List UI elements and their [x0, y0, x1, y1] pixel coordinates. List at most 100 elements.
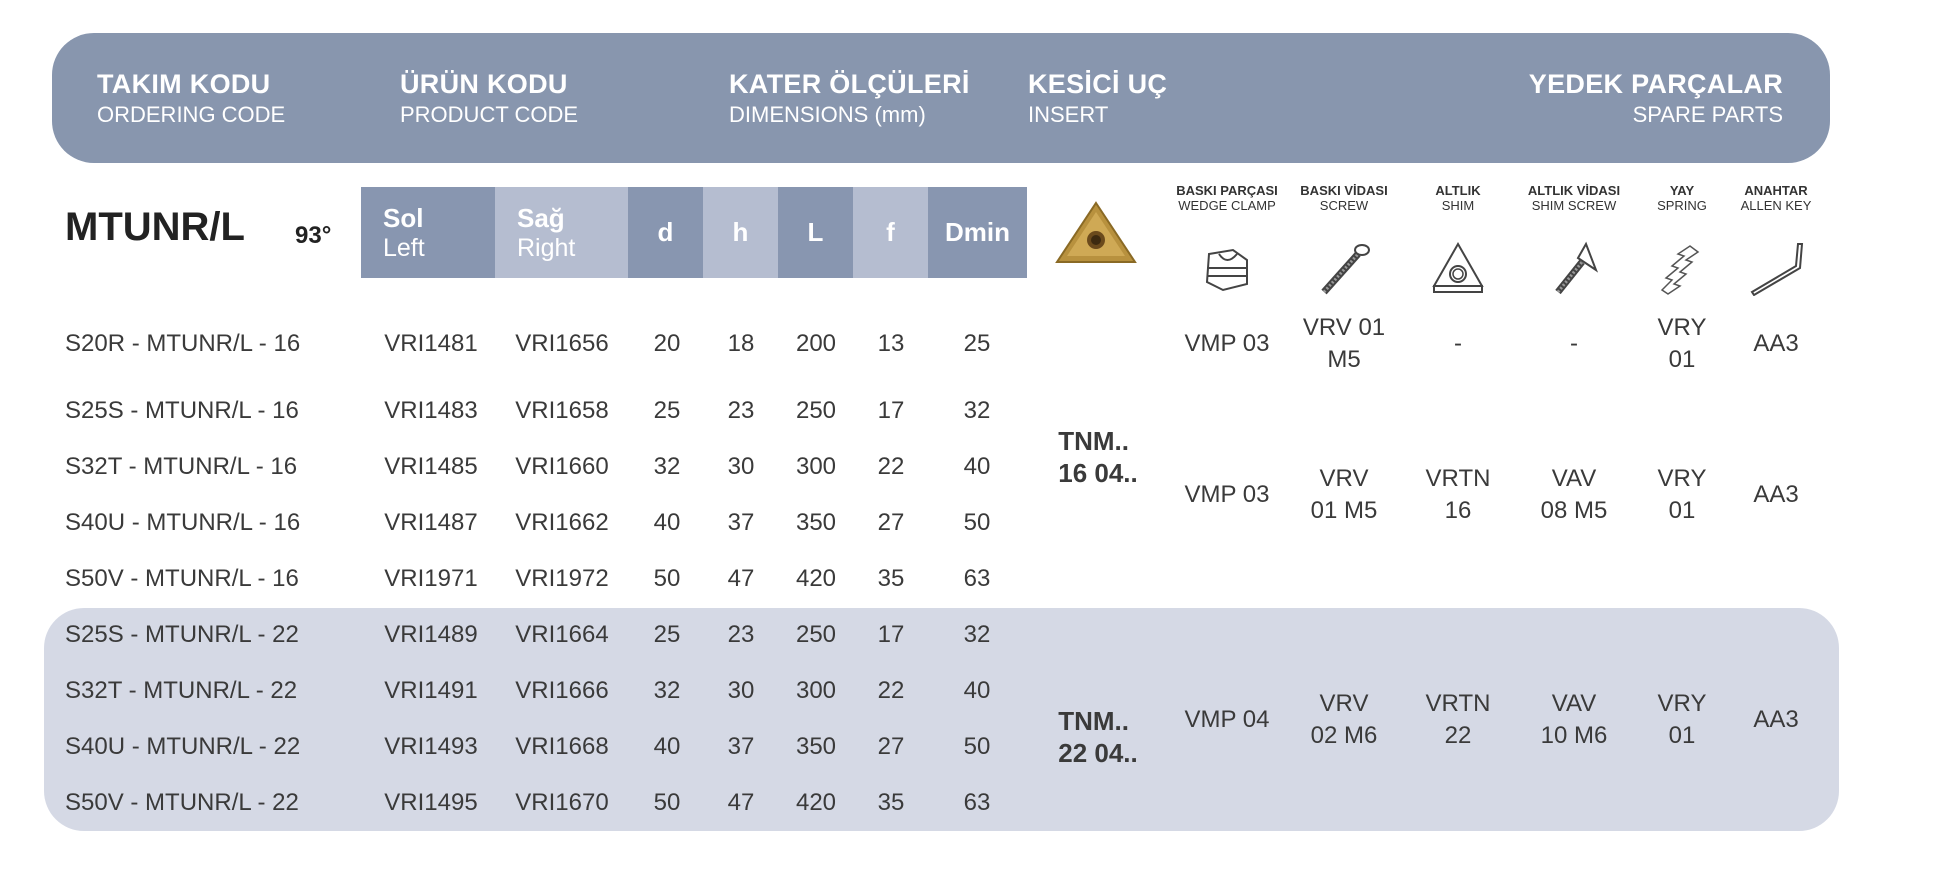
- spare-col-shim-screw: ALTLIK VİDASI SHIM SCREW: [1527, 183, 1621, 213]
- cell-left: VRI1481: [384, 330, 478, 357]
- cell-d: 40: [653, 733, 681, 760]
- cell-left: VRI1491: [384, 677, 478, 704]
- cell-right: VRI1660: [515, 453, 609, 480]
- insert-code: TNM.. 22 04..: [1058, 706, 1138, 768]
- table-row: S25S - MTUNR/L - 22 VRI1489 VRI1664 25 23 250…: [0, 615, 1944, 655]
- table-row: S32T - MTUNR/L - 22 VRI1491 VRI1666 32 30 300…: [0, 671, 1944, 711]
- cell-left: VRI1495: [384, 789, 478, 816]
- cell-dmin: 50: [963, 733, 991, 760]
- table-row: S32T - MTUNR/L - 16 VRI1485 VRI1660 32 30 300…: [0, 447, 1944, 487]
- cell-left: VRI1971: [384, 565, 478, 592]
- header-banner: TAKIM KODU ORDERING CODE ÜRÜN KODU PRODUCT…: [52, 33, 1830, 163]
- spare-col-shim: ALTLIK SHIM: [1435, 183, 1481, 213]
- cell-right: VRI1670: [515, 789, 609, 816]
- spare-clamp: VMP 03: [1184, 481, 1270, 508]
- cell-dmin: 63: [963, 565, 991, 592]
- cell-right: VRI1666: [515, 677, 609, 704]
- spare-shim-screw: -: [1570, 330, 1578, 357]
- spare-clamp: VMP 03: [1184, 330, 1270, 357]
- insert-image-icon: [1055, 201, 1137, 263]
- spare-col-screw: BASKI VİDASI SCREW: [1300, 183, 1388, 213]
- spare-col-wedge-clamp: BASKI PARÇASI WEDGE CLAMP: [1176, 183, 1278, 213]
- col-L: L: [778, 187, 853, 278]
- table-row: S20R - MTUNR/L - 16 VRI1481 VRI1656 20 18 200…: [0, 324, 1944, 364]
- col-f: f: [853, 187, 928, 278]
- cell-code: S50V - MTUNR/L - 16: [65, 565, 299, 592]
- group-22-band: [44, 608, 1839, 831]
- cell-L: 350: [795, 509, 837, 536]
- cell-h: 18: [727, 330, 755, 357]
- cell-code: S40U - MTUNR/L - 16: [65, 509, 301, 536]
- tool-angle: 93°: [295, 222, 332, 249]
- spare-key: AA3: [1753, 330, 1799, 357]
- ordering-code-header: TAKIM KODU ORDERING CODE: [97, 69, 286, 127]
- col-left: Sol Left: [361, 187, 495, 278]
- cell-code: S25S - MTUNR/L - 22: [65, 621, 299, 648]
- shim-screw-icon: [1555, 241, 1599, 295]
- cell-left: VRI1483: [384, 397, 478, 424]
- cell-L: 420: [795, 789, 837, 816]
- cell-right: VRI1664: [515, 621, 609, 648]
- wedge-clamp-icon: [1205, 248, 1248, 292]
- cell-code: S25S - MTUNR/L - 16: [65, 397, 299, 424]
- cell-L: 300: [795, 677, 837, 704]
- cell-h: 23: [727, 621, 755, 648]
- cell-d: 32: [653, 677, 681, 704]
- cell-dmin: 63: [963, 789, 991, 816]
- cell-d: 40: [653, 509, 681, 536]
- cell-d: 32: [653, 453, 681, 480]
- cell-L: 250: [795, 397, 837, 424]
- cell-L: 300: [795, 453, 837, 480]
- cell-f: 35: [877, 565, 905, 592]
- spare-spring: VRY 01: [1657, 465, 1707, 524]
- cell-code: S32T - MTUNR/L - 16: [65, 453, 298, 480]
- cell-h: 30: [727, 677, 755, 704]
- col-dmin: Dmin: [928, 187, 1027, 278]
- spare-shim-screw: VAV 08 M5: [1540, 465, 1608, 524]
- col-right: Sağ Right: [495, 187, 628, 278]
- spare-key: AA3: [1753, 481, 1799, 508]
- shim-icon: [1432, 241, 1484, 293]
- cell-d: 50: [653, 565, 681, 592]
- table-row: S40U - MTUNR/L - 22 VRI1493 VRI1668 40 37 350…: [0, 727, 1944, 767]
- cell-right: VRI1658: [515, 397, 609, 424]
- cell-left: VRI1489: [384, 621, 478, 648]
- spare-col-allen-key: ANAHTAR ALLEN KEY: [1740, 183, 1812, 213]
- insert-header: KESİCİ UÇ INSERT: [1028, 69, 1168, 127]
- cell-code: S50V - MTUNR/L - 22: [65, 789, 299, 816]
- cell-h: 47: [727, 565, 755, 592]
- spare-shim: VRTN 22: [1425, 690, 1491, 749]
- cell-L: 350: [795, 733, 837, 760]
- spare-spring: VRY 01: [1657, 690, 1707, 749]
- screw-icon: [1321, 244, 1370, 295]
- spare-screw: VRV 02 M6: [1310, 690, 1378, 749]
- spare-shim: VRTN 16: [1425, 465, 1491, 524]
- spare-screw: VRV 01 M5: [1302, 314, 1386, 373]
- cell-d: 25: [653, 621, 681, 648]
- cell-code: S40U - MTUNR/L - 22: [65, 733, 301, 760]
- spare-clamp: VMP 04: [1184, 706, 1270, 733]
- cell-f: 22: [877, 677, 905, 704]
- col-d: d: [628, 187, 703, 278]
- table-row: S50V - MTUNR/L - 16 VRI1971 VRI1972 50 47 420…: [0, 559, 1944, 599]
- table-row: S25S - MTUNR/L - 16 VRI1483 VRI1658 25 23 250…: [0, 391, 1944, 431]
- cell-dmin: 25: [963, 330, 991, 357]
- cell-right: VRI1668: [515, 733, 609, 760]
- cell-h: 37: [727, 733, 755, 760]
- cell-left: VRI1487: [384, 509, 478, 536]
- cell-right: VRI1972: [515, 565, 609, 592]
- cell-code: S20R - MTUNR/L - 16: [65, 330, 301, 357]
- cell-dmin: 40: [963, 677, 991, 704]
- cell-dmin: 32: [963, 397, 991, 424]
- cell-left: VRI1485: [384, 453, 478, 480]
- spare-shim-screw: VAV 10 M6: [1540, 690, 1608, 749]
- spare-shim: -: [1454, 330, 1462, 357]
- allen-key-icon: [1750, 243, 1804, 296]
- cell-dmin: 32: [963, 621, 991, 648]
- cell-f: 17: [877, 397, 905, 424]
- cell-h: 30: [727, 453, 755, 480]
- spare-parts-header: YEDEK PARÇALAR SPARE PARTS: [1528, 69, 1783, 127]
- cell-left: VRI1493: [384, 733, 478, 760]
- cell-f: 27: [877, 509, 905, 536]
- spare-screw: VRV 01 M5: [1310, 465, 1378, 524]
